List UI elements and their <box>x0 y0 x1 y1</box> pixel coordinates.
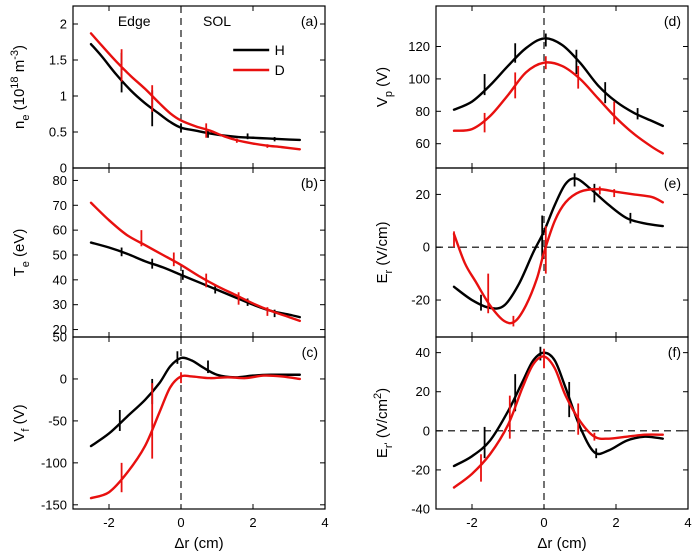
y-tick-label: 0 <box>60 371 67 386</box>
y-tick-label: -150 <box>41 497 67 512</box>
y-tick-label: 0 <box>423 240 430 255</box>
region-label-sol: SOL <box>203 13 231 29</box>
panel-tag: (c) <box>302 344 318 360</box>
y-tick-label: 60 <box>53 223 67 238</box>
legend-label-D: D <box>275 62 285 78</box>
y-tick-label: 40 <box>416 345 430 360</box>
y-tick-label: 1 <box>60 89 67 104</box>
x-tick-label: -2 <box>103 515 115 530</box>
x-tick-label: 2 <box>612 515 619 530</box>
x-tick-label: 4 <box>321 515 328 530</box>
series-line-D <box>452 355 664 489</box>
series-line-H <box>452 37 664 128</box>
y-axis-label-f: Er' (V/cm2) <box>372 388 395 458</box>
y-axis-label-c: Vf (V) <box>11 404 32 441</box>
y-axis-label-d: Vp (V) <box>374 67 395 107</box>
y-tick-label: 20 <box>416 384 430 399</box>
axes-frame <box>72 167 326 338</box>
y-tick-label: -100 <box>41 455 67 470</box>
y-axis-label-a: ne (1018 m-3) <box>9 45 32 129</box>
y-tick-label: -20 <box>411 293 430 308</box>
x-axis-label: Δr (cm) <box>174 535 223 552</box>
y-tick-label: 80 <box>53 173 67 188</box>
axes-frame <box>72 336 326 510</box>
y-tick-label: 100 <box>408 71 430 86</box>
x-tick-label: 0 <box>540 515 547 530</box>
series-line-D <box>452 187 664 325</box>
panel-d: 60 80 100 120 Vp (V) (d) <box>374 5 689 169</box>
series-line-D <box>89 201 301 323</box>
y-tick-label: -50 <box>48 413 67 428</box>
panel-tag: (f) <box>668 344 681 360</box>
panel-tag: (e) <box>664 175 681 191</box>
series-line-H <box>89 42 301 142</box>
panel-c: -2 0 2 4 -150 -100 -50 0 50 Vf (V) Δr (cm) (c) <box>11 330 329 553</box>
y-axis-label-e: Er (V/cm) <box>374 221 395 283</box>
x-axis-label: Δr (cm) <box>537 535 586 552</box>
x-tick-label: -2 <box>466 515 478 530</box>
y-tick-label: 20 <box>53 322 67 337</box>
y-tick-label: 1.5 <box>49 53 67 68</box>
y-tick-label: 70 <box>53 198 67 213</box>
y-tick-label: 50 <box>53 330 67 345</box>
series-line-H <box>452 351 664 468</box>
y-tick-label: 20 <box>416 187 430 202</box>
panel-tag: (d) <box>664 13 681 29</box>
axes-frame <box>72 5 326 169</box>
y-tick-label: 50 <box>53 247 67 262</box>
y-tick-label: 2 <box>60 17 67 32</box>
x-tick-label: 4 <box>684 515 691 530</box>
y-tick-label: 0 <box>60 161 67 176</box>
y-tick-label: 30 <box>53 297 67 312</box>
panel-a: 0 0.5 1 1.5 2 ne (1018 m-3) (a) Edge SOL HD <box>9 5 326 176</box>
y-tick-label: -20 <box>411 462 430 477</box>
axes-frame <box>435 5 689 169</box>
y-axis-label-b: Te (eV) <box>11 229 32 277</box>
region-label-edge: Edge <box>118 13 151 29</box>
y-tick-label: -40 <box>411 502 430 517</box>
series-line-D <box>452 61 664 155</box>
series-line-D <box>89 32 301 151</box>
series-line-H <box>452 177 664 310</box>
panel-tag: (a) <box>301 13 318 29</box>
x-tick-label: 0 <box>177 515 184 530</box>
y-tick-label: 40 <box>53 272 67 287</box>
panel-tag: (b) <box>301 175 318 191</box>
panel-b: 20 30 40 50 60 70 80 Te (eV) (b) <box>11 167 326 338</box>
y-tick-label: 0 <box>423 423 430 438</box>
series-line-D <box>89 374 301 500</box>
series-line-H <box>89 356 301 448</box>
panel-e: -20 0 20 Er (V/cm) (e) <box>374 167 689 338</box>
y-tick-label: 120 <box>408 39 430 54</box>
axes-frame <box>435 336 689 510</box>
axes-frame <box>435 167 689 338</box>
legend-label-H: H <box>275 42 285 58</box>
x-tick-label: 2 <box>249 515 256 530</box>
y-tick-label: 80 <box>416 104 430 119</box>
y-tick-label: 60 <box>416 136 430 151</box>
y-tick-label: 0.5 <box>49 125 67 140</box>
